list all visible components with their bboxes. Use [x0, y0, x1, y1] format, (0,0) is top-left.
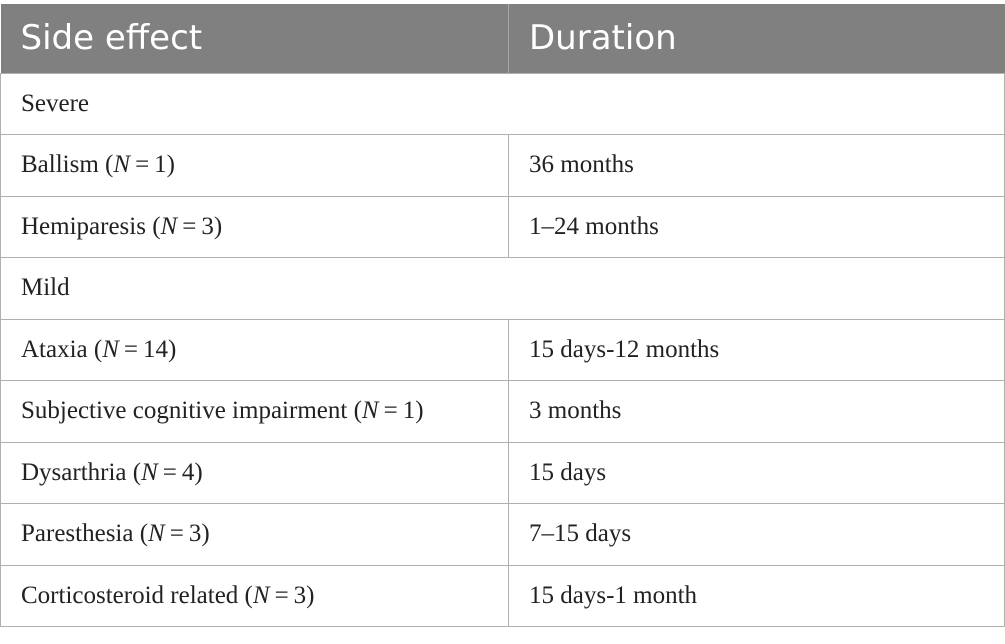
section-label: Severe	[0, 72, 1005, 135]
n-value: 3	[293, 581, 307, 609]
n-value: 3	[201, 212, 214, 240]
side-effects-table: Side effect Duration Severe Ballism (N = …	[0, 4, 1005, 627]
side-effect-cell: Ataxia (N = 14)	[0, 318, 509, 381]
side-effect-name: Ataxia	[21, 335, 88, 363]
table-row: Hemiparesis (N = 3) 1–24 months	[0, 195, 1005, 258]
side-effect-cell: Subjective cognitive impairment (N = 1)	[0, 380, 509, 442]
table-row: Dysarthria (N = 4) 15 days	[0, 441, 1005, 504]
n-value: 1	[154, 151, 167, 179]
duration-cell: 15 days	[508, 441, 1005, 504]
side-effect-cell: Dysarthria (N = 4)	[0, 441, 509, 504]
table-header: Side effect Duration	[0, 4, 1005, 73]
n-symbol: N	[113, 151, 131, 179]
side-effect-name: Dysarthria	[21, 458, 127, 486]
n-value: 4	[181, 458, 195, 486]
table-row: Subjective cognitive impairment (N = 1) 3…	[0, 380, 1005, 442]
side-effect-name: Paresthesia	[21, 520, 134, 548]
side-effect-name: Corticosteroid related	[21, 581, 239, 609]
table-row: Paresthesia (N = 3) 7–15 days	[0, 503, 1005, 565]
duration-cell: 7–15 days	[508, 503, 1005, 565]
duration-cell: 36 months	[508, 134, 1005, 196]
side-effect-cell: Paresthesia (N = 3)	[0, 503, 509, 565]
n-symbol: N	[160, 212, 178, 240]
header-side-effect: Side effect	[0, 4, 509, 73]
side-effect-cell: Corticosteroid related (N = 3)	[0, 564, 509, 627]
duration-cell: 3 months	[508, 380, 1005, 442]
table-body: Severe Ballism (N = 1) 36 months Hemiparesi…	[0, 72, 1005, 627]
side-effect-name: Subjective cognitive impairment	[21, 397, 348, 425]
section-label: Mild	[0, 257, 1005, 319]
side-effect-name: Hemiparesis	[21, 212, 146, 240]
n-symbol: N	[361, 397, 379, 425]
n-symbol: N	[141, 458, 158, 486]
side-effect-cell: Hemiparesis (N = 3)	[0, 195, 509, 258]
duration-cell: 15 days-12 months	[508, 318, 1005, 381]
table-row: Ballism (N = 1) 36 months	[0, 134, 1005, 196]
header-duration: Duration	[508, 4, 1005, 73]
side-effect-cell: Ballism (N = 1)	[0, 134, 509, 196]
duration-cell: 1–24 months	[508, 195, 1005, 258]
n-symbol: N	[148, 520, 165, 548]
n-symbol: N	[252, 581, 270, 609]
table-row: Corticosteroid related (N = 3) 15 days-1 …	[0, 564, 1005, 627]
n-value: 3	[188, 520, 202, 548]
table-row: Ataxia (N = 14) 15 days-12 months	[0, 318, 1005, 381]
n-symbol: N	[102, 335, 119, 363]
section-row: Severe	[0, 72, 1005, 135]
header-row: Side effect Duration	[0, 4, 1005, 73]
duration-cell: 15 days-1 month	[508, 564, 1005, 627]
section-row: Mild	[0, 257, 1005, 319]
side-effect-name: Ballism	[21, 151, 99, 179]
n-value: 14	[143, 335, 169, 363]
n-value: 1	[402, 397, 416, 425]
